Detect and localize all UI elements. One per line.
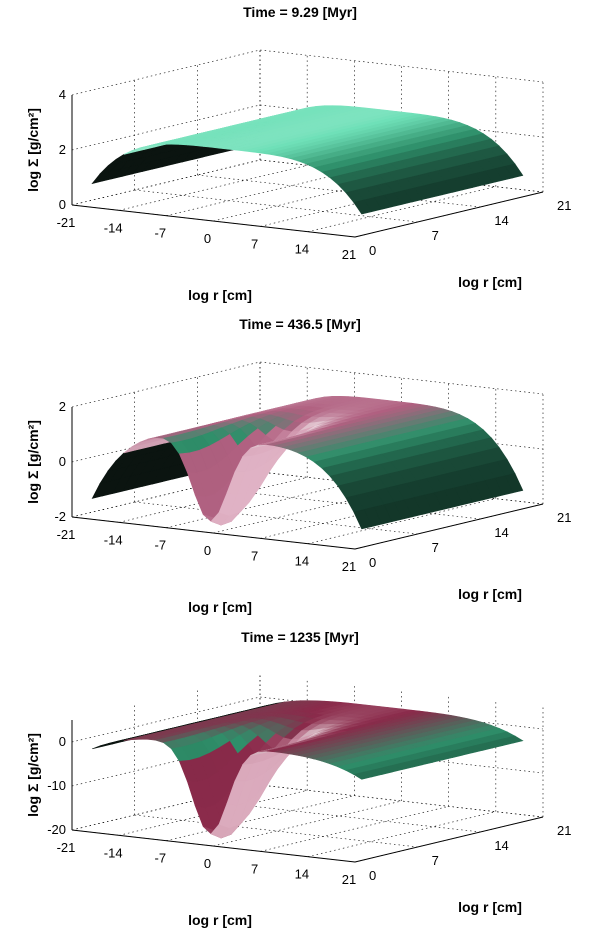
axis-lines <box>71 720 544 863</box>
x-tick-label: 21 <box>342 559 356 574</box>
y-tick-label: 7 <box>432 853 439 868</box>
z-tick-label: 0 <box>59 734 66 749</box>
y-axis-label: log r [cm] <box>458 274 522 290</box>
y-tick-label: 0 <box>369 868 376 883</box>
z-tick-label: 4 <box>59 87 66 102</box>
y-tick-label: 14 <box>494 838 508 853</box>
x-tick-label: 0 <box>204 231 211 246</box>
z-tick-label: 2 <box>59 399 66 414</box>
x-tick-label: 14 <box>295 554 309 569</box>
axis-lines <box>71 95 544 238</box>
y-tick-label: 0 <box>369 243 376 258</box>
surface-plot-3: Time = 1235 [Myr] -20 -10 0 -21 -14 -7 0 7 14 21 0 7… <box>0 625 600 937</box>
x-tick-label: 0 <box>204 856 211 871</box>
surface-plot-2: Time = 436.5 [Myr] -2 0 2 -21 -14 -7 0 7 14 21 0 7 14… <box>0 312 600 624</box>
chart-title: Time = 436.5 [Myr] <box>239 316 361 332</box>
y-tick-label: 14 <box>494 213 508 228</box>
x-tick-label: -14 <box>104 220 123 235</box>
z-tick-label: 2 <box>59 142 66 157</box>
x-tick-label: 7 <box>251 548 258 563</box>
z-axis-label: log Σ [g/cm²] <box>25 420 41 504</box>
surface-mesh <box>91 395 524 530</box>
y-tick-label: 7 <box>432 540 439 555</box>
y-tick-label: 21 <box>557 198 571 213</box>
z-tick-label: 0 <box>59 454 66 469</box>
y-tick-label: 7 <box>432 228 439 243</box>
y-axis-label: log r [cm] <box>458 586 522 602</box>
x-tick-label: -21 <box>57 527 76 542</box>
plot-svg: Time = 436.5 [Myr] -2 0 2 -21 -14 -7 0 7 14 21 0 7 14… <box>25 316 571 615</box>
surface-plot-1: Time = 9.29 [Myr] 0 2 4 -21 -14 -7 0 7 14 21 0 7 14 21… <box>0 0 600 312</box>
z-axis-label: log Σ [g/cm²] <box>25 108 41 192</box>
x-tick-label: -7 <box>155 226 167 241</box>
x-tick-label: 14 <box>295 242 309 257</box>
chart-title: Time = 1235 [Myr] <box>241 629 359 645</box>
surface-mesh <box>92 700 524 839</box>
x-tick-label: 21 <box>342 247 356 262</box>
chart-title: Time = 9.29 [Myr] <box>243 4 357 20</box>
x-axis-label: log r [cm] <box>188 912 252 928</box>
axis-lines <box>71 407 544 550</box>
x-tick-label: 14 <box>295 867 309 882</box>
x-tick-label: -21 <box>57 215 76 230</box>
x-tick-label: 21 <box>342 872 356 887</box>
y-axis-label: log r [cm] <box>458 899 522 915</box>
plot-svg: Time = 1235 [Myr] -20 -10 0 -21 -14 -7 0 7 14 21 0 7… <box>25 629 571 928</box>
y-tick-label: 14 <box>494 525 508 540</box>
surface-mesh <box>91 105 524 215</box>
z-axis-label: log Σ [g/cm²] <box>25 733 41 817</box>
z-tick-label: 0 <box>59 197 66 212</box>
z-tick-label: -10 <box>47 778 66 793</box>
y-tick-label: 21 <box>557 510 571 525</box>
x-tick-label: -14 <box>104 845 123 860</box>
x-tick-label: 7 <box>251 861 258 876</box>
plot-svg: Time = 9.29 [Myr] 0 2 4 -21 -14 -7 0 7 14 21 0 7 14 21… <box>25 4 571 303</box>
x-tick-label: -7 <box>155 851 167 866</box>
x-axis-label: log r [cm] <box>188 599 252 615</box>
z-tick-label: -2 <box>54 509 66 524</box>
x-tick-label: 7 <box>251 236 258 251</box>
y-tick-label: 21 <box>557 823 571 838</box>
x-tick-label: -21 <box>57 840 76 855</box>
x-tick-label: 0 <box>204 543 211 558</box>
y-tick-label: 0 <box>369 555 376 570</box>
x-axis-label: log r [cm] <box>188 287 252 303</box>
z-tick-label: -20 <box>47 822 66 837</box>
x-tick-label: -14 <box>104 532 123 547</box>
x-tick-label: -7 <box>155 538 167 553</box>
